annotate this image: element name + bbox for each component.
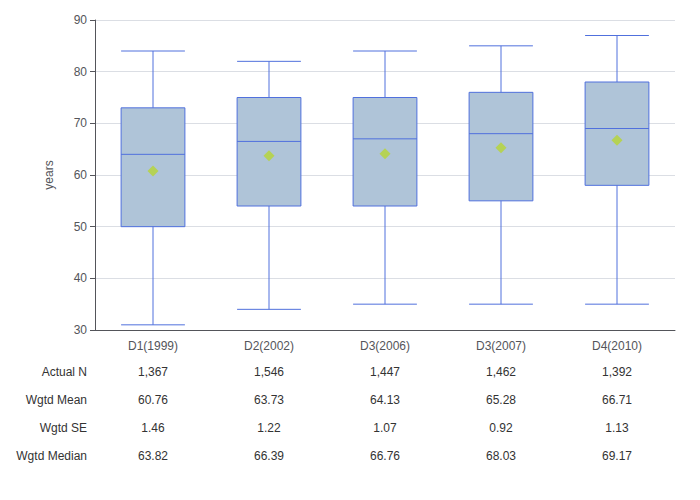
svg-text:64.13: 64.13 [370,393,400,407]
svg-text:1.13: 1.13 [605,421,629,435]
svg-text:1,462: 1,462 [486,365,516,379]
svg-text:1.22: 1.22 [257,421,281,435]
svg-text:80: 80 [74,65,88,79]
svg-text:1,546: 1,546 [254,365,284,379]
svg-text:66.71: 66.71 [602,393,632,407]
svg-text:70: 70 [74,116,88,130]
svg-text:D3(2007): D3(2007) [476,339,526,353]
svg-text:66.39: 66.39 [254,449,284,463]
svg-text:68.03: 68.03 [486,449,516,463]
svg-text:65.28: 65.28 [486,393,516,407]
svg-text:30: 30 [74,323,88,337]
svg-text:1.46: 1.46 [141,421,165,435]
svg-text:years: years [42,160,56,189]
svg-text:1,447: 1,447 [370,365,400,379]
svg-text:D3(2006): D3(2006) [360,339,410,353]
svg-text:D1(1999): D1(1999) [128,339,178,353]
svg-text:0.92: 0.92 [489,421,513,435]
svg-text:1,367: 1,367 [138,365,168,379]
svg-text:40: 40 [74,271,88,285]
svg-text:D2(2002): D2(2002) [244,339,294,353]
svg-text:69.17: 69.17 [602,449,632,463]
svg-text:Wgtd Mean: Wgtd Mean [26,393,87,407]
svg-text:63.82: 63.82 [138,449,168,463]
svg-text:50: 50 [74,220,88,234]
svg-text:66.76: 66.76 [370,449,400,463]
svg-text:D4(2010): D4(2010) [592,339,642,353]
svg-text:1,392: 1,392 [602,365,632,379]
svg-text:Wgtd Median: Wgtd Median [16,449,87,463]
svg-text:60: 60 [74,168,88,182]
svg-text:63.73: 63.73 [254,393,284,407]
svg-text:Actual N: Actual N [42,365,87,379]
svg-text:Wgtd SE: Wgtd SE [40,421,87,435]
svg-text:90: 90 [74,13,88,27]
svg-text:1.07: 1.07 [373,421,397,435]
svg-text:60.76: 60.76 [138,393,168,407]
